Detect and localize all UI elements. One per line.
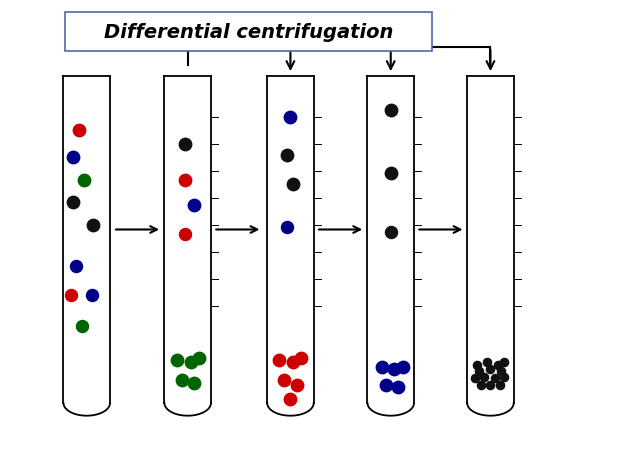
Point — [376, 363, 386, 370]
Point — [386, 169, 396, 177]
Point — [485, 381, 495, 389]
Point — [470, 375, 480, 382]
Point — [74, 127, 84, 134]
Point — [285, 395, 295, 402]
Point — [88, 221, 98, 229]
Point — [275, 357, 285, 364]
Point — [389, 365, 399, 373]
Point — [68, 154, 78, 161]
Point — [497, 368, 507, 375]
Point — [87, 291, 97, 298]
Point — [180, 176, 190, 184]
Point — [172, 357, 182, 364]
Point — [472, 361, 482, 369]
Point — [476, 381, 486, 389]
Point — [296, 354, 306, 362]
Point — [474, 368, 484, 375]
Point — [193, 354, 203, 362]
Point — [499, 358, 509, 365]
Point — [288, 181, 298, 188]
Point — [386, 106, 396, 114]
Point — [291, 381, 301, 389]
Point — [66, 291, 76, 298]
Point — [386, 228, 396, 235]
Point — [485, 365, 495, 373]
Point — [186, 359, 196, 366]
Point — [398, 363, 408, 370]
Point — [493, 361, 503, 369]
Point — [490, 375, 500, 382]
Point — [393, 384, 403, 391]
Point — [285, 113, 295, 121]
Point — [288, 359, 298, 366]
Point — [499, 374, 509, 381]
Point — [482, 358, 492, 365]
Point — [77, 323, 87, 330]
Point — [495, 381, 505, 389]
Point — [189, 379, 199, 386]
Point — [282, 151, 292, 159]
Point — [280, 377, 290, 384]
Point — [180, 140, 190, 147]
Point — [71, 262, 81, 269]
Point — [177, 377, 187, 384]
Point — [479, 374, 489, 381]
Point — [79, 176, 89, 184]
Point — [180, 230, 190, 238]
Point — [189, 201, 199, 208]
Text: Differential centrifugation: Differential centrifugation — [104, 22, 394, 42]
FancyBboxPatch shape — [65, 12, 432, 51]
Point — [282, 224, 292, 231]
Point — [381, 381, 391, 389]
Point — [68, 199, 78, 206]
